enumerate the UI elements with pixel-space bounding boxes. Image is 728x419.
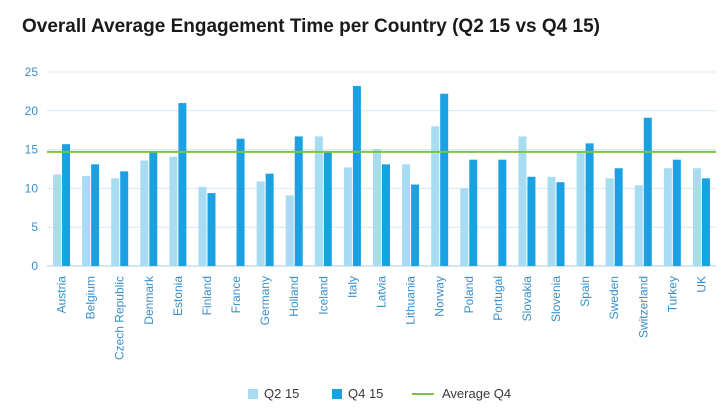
x-tick-label: Poland — [462, 276, 476, 313]
bar-q2-belgium — [82, 175, 91, 266]
bar-q4-uk — [701, 178, 710, 266]
y-tick-label: 10 — [25, 181, 39, 195]
legend-label-average: Average Q4 — [442, 386, 511, 401]
x-tick-label: Iceland — [316, 276, 330, 315]
legend-swatch-q4 — [332, 389, 342, 399]
x-tick-label: Slovakia — [520, 276, 534, 322]
bar-q2-switzerland — [634, 185, 643, 266]
y-tick-label: 20 — [25, 104, 39, 118]
bar-q4-germany — [265, 173, 274, 266]
legend-label-q2: Q2 15 — [264, 386, 299, 401]
y-tick-label: 25 — [25, 65, 39, 79]
bar-q4-norway — [440, 93, 449, 266]
y-tick-label: 5 — [31, 220, 38, 234]
bar-q4-denmark — [149, 151, 158, 266]
x-tick-label: Sweden — [607, 276, 621, 319]
x-tick-label: Estonia — [171, 276, 185, 316]
bar-q4-sweden — [614, 168, 623, 266]
x-tick-label: Austria — [55, 276, 69, 314]
x-tick-label: Finland — [200, 276, 214, 315]
x-tick-label: Germany — [258, 276, 272, 325]
bar-q4-turkey — [672, 159, 681, 266]
bar-q4-austria — [62, 144, 71, 266]
bar-q2-czech-republic — [111, 178, 120, 266]
chart-title: Overall Average Engagement Time per Coun… — [22, 16, 600, 37]
bar-q4-holland — [294, 136, 303, 266]
x-tick-label: Italy — [345, 276, 359, 298]
bar-q4-france — [236, 138, 245, 266]
bar-q2-holland — [285, 195, 294, 266]
bar-q2-lithuania — [402, 164, 411, 266]
x-tick-label: Portugal — [491, 276, 505, 321]
bar-q2-spain — [576, 151, 585, 266]
bar-q4-czech-republic — [120, 171, 129, 266]
bar-q4-switzerland — [643, 117, 652, 266]
bar-q2-finland — [198, 186, 207, 266]
x-tick-label: Turkey — [665, 276, 679, 312]
bar-q2-estonia — [169, 156, 178, 266]
bar-q4-finland — [207, 193, 216, 266]
x-tick-label: Norway — [433, 276, 447, 317]
bar-q4-slovenia — [556, 182, 565, 266]
bar-q4-belgium — [91, 164, 100, 266]
bar-q4-estonia — [178, 103, 187, 266]
bar-q4-iceland — [323, 151, 332, 266]
x-tick-label: Latvia — [375, 276, 389, 308]
y-tick-label: 15 — [25, 143, 39, 157]
x-tick-label: Spain — [578, 276, 592, 307]
x-tick-label: Switzerland — [636, 276, 650, 338]
bar-q2-turkey — [663, 168, 672, 266]
bar-q2-austria — [53, 174, 62, 266]
bar-q2-iceland — [314, 136, 323, 266]
bar-q4-slovakia — [527, 176, 536, 266]
bar-q2-italy — [343, 167, 352, 266]
bar-q2-slovakia — [518, 136, 527, 266]
x-tick-label: Holland — [287, 276, 301, 317]
bar-q2-sweden — [605, 178, 614, 266]
bar-q2-germany — [256, 181, 265, 266]
legend-label-q4: Q4 15 — [348, 386, 383, 401]
x-tick-label: Belgium — [84, 276, 98, 319]
y-tick-label: 0 — [31, 259, 38, 273]
bar-q2-poland — [460, 188, 469, 266]
bar-q4-spain — [585, 143, 594, 266]
bar-q4-portugal — [498, 159, 507, 266]
bar-q2-slovenia — [547, 176, 556, 266]
bar-q2-latvia — [373, 148, 381, 266]
x-tick-label: Denmark — [142, 275, 156, 325]
bar-q2-denmark — [140, 160, 149, 266]
x-tick-label: Lithuania — [404, 276, 418, 325]
bar-q2-uk — [692, 168, 701, 266]
bar-q4-latvia — [382, 164, 390, 266]
bar-q4-italy — [352, 85, 361, 266]
bar-q4-lithuania — [411, 184, 420, 266]
x-tick-label: France — [229, 276, 243, 314]
bar-q4-poland — [469, 159, 478, 266]
x-tick-label: Czech Republic — [113, 276, 127, 360]
bar-q2-norway — [431, 126, 440, 266]
legend-swatch-q2 — [248, 389, 258, 399]
x-tick-label: UK — [694, 276, 708, 293]
x-tick-label: Slovenia — [549, 276, 563, 322]
